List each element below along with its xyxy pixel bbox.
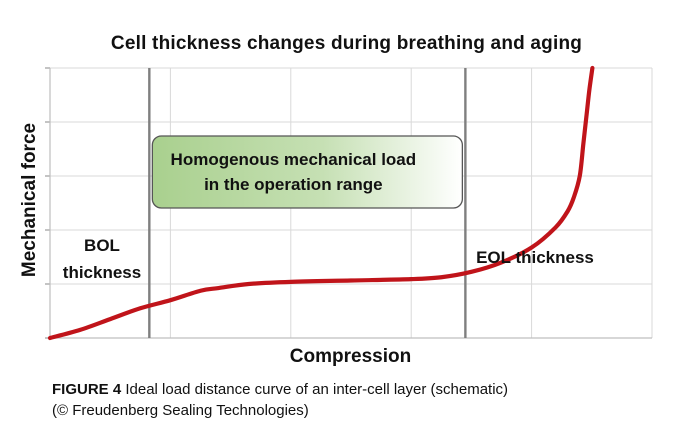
x-axis-label: Compression [289,346,412,367]
band-label-line: Homogenous mechanical load [171,150,417,169]
chart-title: Cell thickness changes during breathing … [110,33,583,54]
figure-number: FIGURE 4 [52,381,122,398]
bol-label-line: BOL [84,236,120,255]
eol-label-line: EOL thickness [476,248,594,267]
caption-text: Ideal load distance curve of an inter-ce… [125,381,509,398]
figure-caption: FIGURE 4 Ideal load distance curve of an… [52,381,508,398]
load-curve [47,65,595,341]
bol-label-line: thickness [63,263,141,282]
operation-range-band [151,135,464,209]
chart-plot: Homogenous mechanical load in the operati… [45,65,653,341]
caption-credit: (© Freudenberg Sealing Technologies) [52,402,309,419]
band-label-line: in the operation range [204,175,383,194]
